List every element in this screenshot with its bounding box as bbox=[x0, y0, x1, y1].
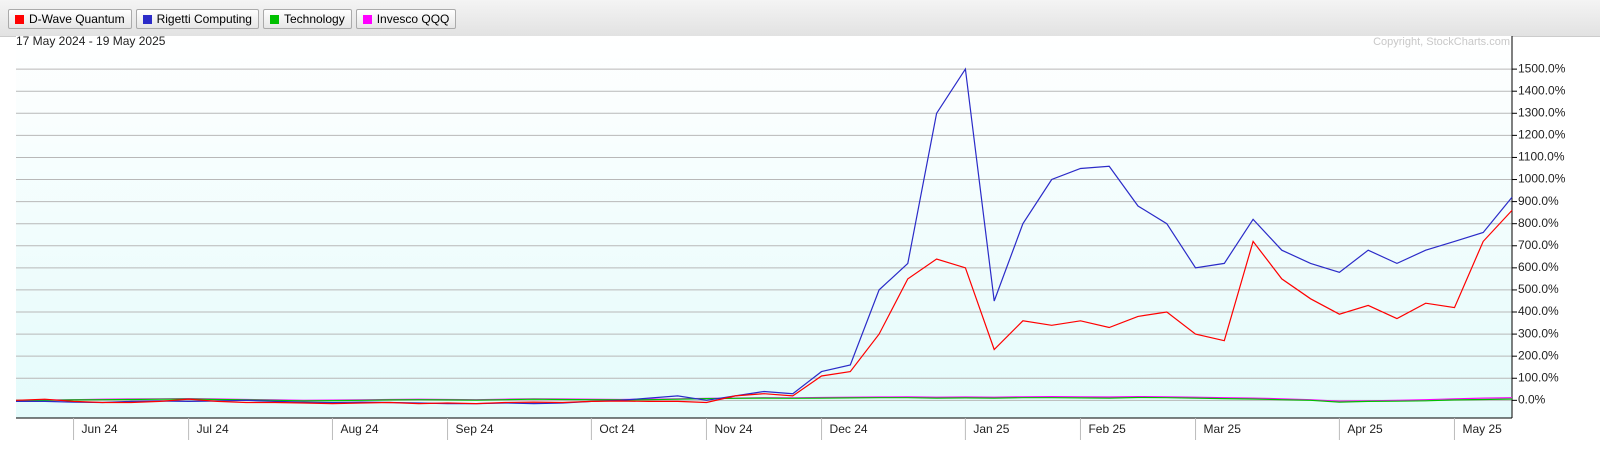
series-line bbox=[15, 209, 1513, 405]
copyright: Copyright, StockCharts.com bbox=[1373, 36, 1510, 48]
x-tick-label: Sep 24 bbox=[456, 422, 494, 436]
legend-swatch bbox=[142, 14, 152, 24]
y-tick-label: 1500.0% bbox=[1518, 61, 1566, 75]
chart: 17 May 2024 - 19 May 2025 Copyright, Sto… bbox=[15, 36, 1566, 440]
x-tick-label: Apr 25 bbox=[1347, 422, 1383, 436]
date-range: 17 May 2024 - 19 May 2025 bbox=[16, 36, 166, 48]
legend-label: Invesco QQQ bbox=[376, 12, 450, 26]
x-tick-label: Feb 25 bbox=[1088, 422, 1126, 436]
x-tick-label: Nov 24 bbox=[714, 422, 752, 436]
legend-item[interactable]: Invesco QQQ bbox=[355, 9, 457, 29]
x-tick-label: Mar 25 bbox=[1204, 422, 1242, 436]
y-tick-label: 400.0% bbox=[1518, 304, 1559, 318]
series-line bbox=[16, 67, 1513, 405]
legend-item[interactable]: Rigetti Computing bbox=[135, 9, 259, 29]
plot-background bbox=[16, 36, 1512, 418]
legend-swatch bbox=[15, 14, 24, 24]
x-tick-label: Oct 24 bbox=[599, 422, 635, 436]
y-tick-label: 900.0% bbox=[1518, 194, 1559, 208]
y-tick-label: 300.0% bbox=[1518, 326, 1559, 340]
legend-item[interactable]: D-Wave Quantum bbox=[8, 9, 132, 29]
x-tick-label: Jan 25 bbox=[973, 422, 1009, 436]
y-tick-label: 1100.0% bbox=[1518, 150, 1565, 164]
legend: D-Wave Quantum Rigetti Computing Technolog… bbox=[8, 9, 457, 29]
series-line bbox=[16, 396, 1513, 403]
legend-label: Technology bbox=[283, 12, 345, 26]
y-tick-label: 0.0% bbox=[1518, 393, 1546, 407]
y-tick-label: 700.0% bbox=[1518, 238, 1559, 252]
y-tick-label: 1400.0% bbox=[1518, 83, 1566, 97]
y-tick-label: 1200.0% bbox=[1518, 128, 1566, 142]
y-tick-label: 1300.0% bbox=[1518, 105, 1566, 119]
legend-bar: D-Wave Quantum Rigetti Computing Technolog… bbox=[0, 0, 1600, 37]
legend-label: Rigetti Computing bbox=[156, 12, 252, 26]
x-tick-label: Aug 24 bbox=[340, 422, 378, 436]
x-tick-label: May 25 bbox=[1462, 422, 1502, 436]
y-tick-label: 100.0% bbox=[1518, 370, 1559, 384]
y-tick-label: 800.0% bbox=[1518, 216, 1559, 230]
legend-swatch bbox=[269, 14, 279, 24]
y-tick-label: 1000.0% bbox=[1518, 172, 1566, 186]
legend-item[interactable]: Technology bbox=[262, 9, 352, 29]
y-tick-label: 200.0% bbox=[1518, 348, 1559, 362]
legend-swatch bbox=[362, 14, 372, 24]
legend-label: D-Wave Quantum bbox=[29, 12, 125, 26]
y-tick-label: 600.0% bbox=[1518, 260, 1559, 274]
y-tick-label: 500.0% bbox=[1518, 282, 1559, 296]
x-tick-label: Jun 24 bbox=[82, 422, 118, 436]
x-tick-label: Dec 24 bbox=[830, 422, 868, 436]
x-tick-label: Jul 24 bbox=[197, 422, 229, 436]
